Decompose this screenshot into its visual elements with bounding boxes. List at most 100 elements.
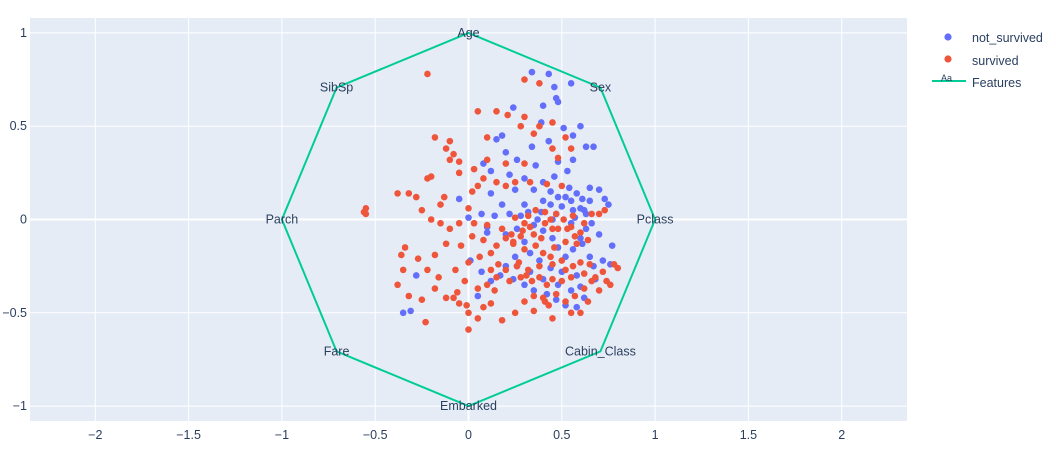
not-survived-point bbox=[511, 253, 519, 261]
survived-point bbox=[474, 107, 482, 115]
not-survived-point bbox=[560, 124, 567, 132]
not-survived-point bbox=[569, 132, 577, 139]
not-survived-point bbox=[569, 246, 577, 253]
survived-point bbox=[450, 150, 457, 158]
y-axis-ticks: 1 0.5 0 −0.5 −1 bbox=[2, 26, 27, 413]
survived-point bbox=[532, 206, 539, 214]
feature-label: SibSp bbox=[320, 81, 353, 95]
survived-point bbox=[513, 262, 521, 270]
survived-point bbox=[480, 236, 487, 244]
survived-point bbox=[549, 315, 556, 322]
survived-point bbox=[502, 234, 510, 242]
survived-point bbox=[536, 274, 543, 281]
survived-point bbox=[567, 309, 575, 317]
survived-point bbox=[502, 266, 510, 274]
not-survived-point bbox=[554, 193, 562, 201]
survived-point bbox=[601, 206, 609, 214]
survived-point bbox=[487, 249, 495, 257]
survived-point bbox=[437, 201, 444, 208]
not-survived-point bbox=[506, 171, 513, 179]
not-survived-point bbox=[513, 225, 521, 233]
survived-point bbox=[394, 190, 401, 197]
survived-point bbox=[521, 113, 528, 121]
survived-point bbox=[521, 76, 528, 83]
survived-point bbox=[614, 264, 622, 272]
not-survived-point bbox=[552, 94, 560, 102]
not-survived-point bbox=[547, 188, 554, 195]
not-survived-point bbox=[582, 143, 590, 151]
not-survived-point bbox=[528, 68, 536, 76]
survived-point bbox=[524, 266, 532, 274]
not-survived-point bbox=[412, 272, 420, 279]
legend[interactable]: not_survived survived Aa Features bbox=[932, 31, 1043, 90]
survived-point bbox=[405, 292, 413, 300]
survived-point bbox=[424, 266, 431, 274]
not-survived-point bbox=[526, 249, 534, 257]
x-tick-label: 0 bbox=[465, 428, 472, 442]
survived-point bbox=[541, 219, 549, 227]
legend-item-not-survived[interactable]: not_survived bbox=[944, 31, 1043, 45]
survived-point bbox=[551, 244, 558, 251]
survived-point bbox=[549, 145, 556, 152]
x-tick-label: 1.5 bbox=[740, 428, 757, 442]
not-survived-point bbox=[545, 137, 553, 145]
survived-point bbox=[414, 255, 422, 262]
survived-point bbox=[564, 225, 571, 233]
feature-label: Pclass bbox=[637, 213, 674, 227]
survived-point bbox=[446, 225, 454, 233]
legend-item-features[interactable]: Aa Features bbox=[932, 73, 1021, 90]
not-survived-point bbox=[551, 173, 558, 180]
survived-point bbox=[487, 266, 495, 274]
survived-point bbox=[526, 178, 534, 186]
not-survived-point bbox=[586, 253, 594, 261]
not-survived-point bbox=[539, 227, 547, 234]
feature-label: Fare bbox=[324, 344, 350, 358]
survived-point bbox=[493, 178, 500, 186]
survived-point bbox=[549, 225, 556, 233]
feature-label: Age bbox=[457, 26, 479, 40]
x-tick-label: −1 bbox=[275, 428, 289, 442]
not-survived-point bbox=[513, 156, 521, 164]
not-survived-point bbox=[474, 292, 482, 300]
survived-point bbox=[418, 296, 426, 304]
not-survived-point bbox=[487, 190, 495, 197]
survived-point bbox=[470, 165, 478, 173]
survived-point bbox=[465, 205, 472, 212]
not-survived-point bbox=[509, 104, 517, 111]
survived-point bbox=[455, 219, 463, 227]
survived-point bbox=[450, 294, 457, 302]
legend-label-survived: survived bbox=[972, 54, 1019, 68]
survived-point bbox=[454, 288, 461, 296]
not-survived-point bbox=[491, 212, 498, 220]
survived-point bbox=[394, 281, 401, 289]
survived-point bbox=[532, 242, 539, 249]
survived-point bbox=[440, 193, 448, 201]
survived-point bbox=[455, 169, 463, 177]
features-polygon: Age Sex Pclass Cabin_Class Embarked Fare Parch… bbox=[266, 26, 674, 413]
survived-point bbox=[465, 326, 472, 333]
survived-point bbox=[517, 232, 525, 240]
survived-point bbox=[452, 266, 459, 274]
not-survived-point bbox=[521, 201, 528, 208]
not-survived-point bbox=[521, 281, 528, 289]
survived-point bbox=[554, 225, 562, 233]
legend-item-survived[interactable]: survived bbox=[944, 54, 1019, 68]
not-survived-point bbox=[530, 186, 538, 193]
not-survived-point bbox=[579, 195, 586, 203]
survived-point bbox=[554, 154, 562, 162]
survived-point bbox=[424, 70, 431, 78]
survived-point bbox=[543, 180, 551, 188]
y-tick-label: −1 bbox=[13, 399, 27, 413]
not-survived-point bbox=[478, 268, 485, 276]
survived-point bbox=[504, 111, 511, 119]
survived-point bbox=[418, 206, 426, 214]
survived-point bbox=[509, 240, 517, 248]
survived-point bbox=[530, 307, 538, 315]
not-survived-point bbox=[558, 203, 566, 210]
survived-point bbox=[547, 253, 554, 261]
y-tick-label: 0.5 bbox=[10, 119, 27, 133]
survived-point bbox=[536, 262, 543, 270]
not-survived-point bbox=[573, 303, 581, 311]
survived-point bbox=[523, 272, 530, 279]
survived-point bbox=[422, 318, 429, 326]
